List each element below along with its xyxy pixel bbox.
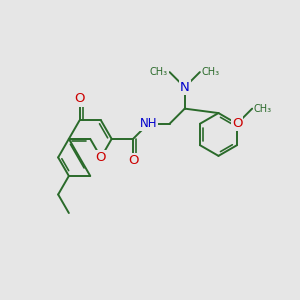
Text: CH₃: CH₃ — [254, 103, 272, 114]
Text: O: O — [128, 154, 138, 167]
Text: CH₃: CH₃ — [150, 67, 168, 77]
Text: NH: NH — [140, 117, 157, 130]
Text: N: N — [180, 81, 190, 94]
Text: O: O — [232, 117, 242, 130]
Text: O: O — [96, 151, 106, 164]
Text: CH₃: CH₃ — [201, 67, 220, 77]
Text: O: O — [74, 92, 85, 106]
